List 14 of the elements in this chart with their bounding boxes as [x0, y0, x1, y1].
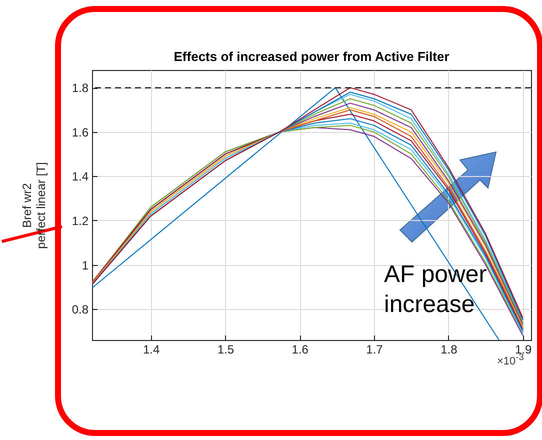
y-tick-label: 1.2: [72, 214, 89, 228]
x-tick-label: 1.4: [142, 342, 160, 356]
y-tick-label: 0.8: [72, 302, 89, 317]
x-tick-label: 1.5: [217, 342, 234, 356]
x-tick-label: 1.7: [366, 342, 384, 356]
x-tick-label: 1.6: [292, 342, 309, 356]
y-tick-label: 1.6: [72, 125, 89, 140]
text: ×10$^{-3}$: [497, 352, 524, 368]
y-axis-title: Bref wr2 perfect linear [T]: [20, 162, 48, 249]
y-tick-label: 1: [82, 258, 89, 272]
chart-title: Effects of increased power from Active Filter: [174, 49, 450, 64]
y-tick-label: 1.4: [72, 170, 89, 184]
y-tick-label: 1.8: [72, 81, 89, 96]
x-tick-label: 1.8: [440, 342, 458, 356]
